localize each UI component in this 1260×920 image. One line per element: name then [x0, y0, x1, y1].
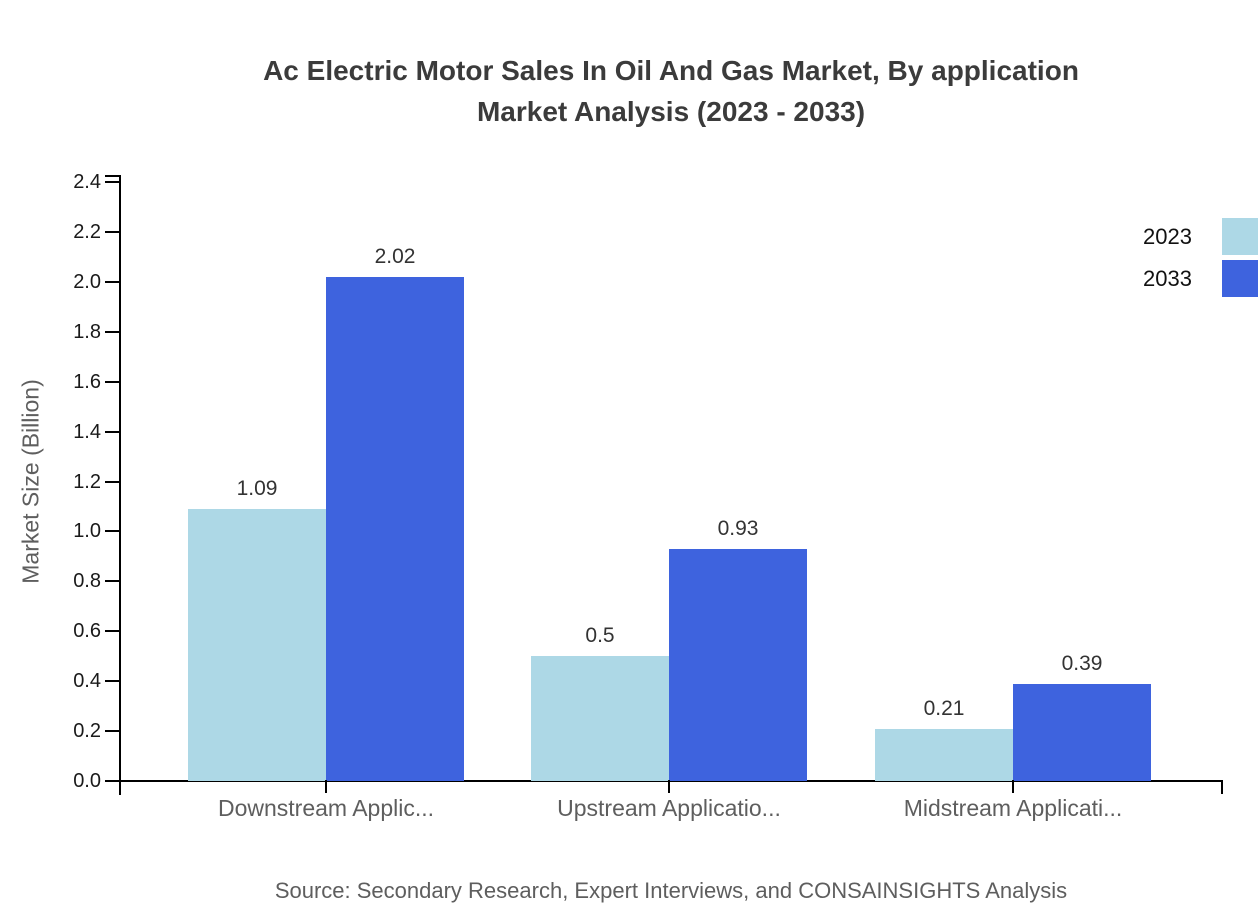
y-tick-label: 1.2 [73, 470, 101, 493]
y-tick [105, 480, 120, 483]
y-tick [105, 230, 120, 233]
y-tick [105, 730, 120, 733]
x-tick [325, 780, 327, 793]
y-tick-label: 0.8 [73, 570, 101, 593]
y-tick-label: 2.2 [73, 220, 101, 243]
y-tick-label: 0.6 [73, 620, 101, 643]
x-axis-line [119, 780, 1223, 782]
bar-2033-2 [1013, 683, 1151, 781]
x-axis-end-cap [1221, 780, 1223, 794]
y-tick-label: 1.8 [73, 320, 101, 343]
chart-title: Ac Electric Motor Sales In Oil And Gas M… [120, 50, 1222, 132]
legend-label-2033: 2033 [1143, 265, 1192, 291]
y-tick-label: 0.2 [73, 720, 101, 743]
y-tick [105, 530, 120, 533]
y-tick [105, 330, 120, 333]
source-note: Source: Secondary Research, Expert Inter… [274, 878, 1068, 903]
x-tick [1012, 780, 1014, 793]
bar-value-label: 0.21 [923, 696, 965, 720]
y-tick [105, 580, 120, 583]
legend: 2023 2033 [1143, 218, 1258, 302]
x-category-label: Upstream Applicatio... [557, 795, 781, 821]
y-tick-label: 1.0 [73, 520, 101, 543]
bar-value-label: 1.09 [236, 476, 278, 500]
y-axis-line [119, 175, 121, 795]
y-tick-label: 0.0 [73, 770, 101, 792]
y-tick [105, 680, 120, 683]
y-tick-label: 2.4 [73, 171, 101, 193]
y-tick [105, 380, 120, 383]
y-axis-end-cap [105, 175, 120, 177]
y-tick [105, 280, 120, 283]
bar-2033-0 [326, 276, 464, 781]
y-tick [105, 630, 120, 633]
bar-value-label: 0.5 [585, 624, 615, 648]
x-category-label: Midstream Applicati... [903, 795, 1123, 821]
legend-item-2023: 2023 [1143, 218, 1258, 255]
chart-title-line1: Ac Electric Motor Sales In Oil And Gas M… [263, 55, 1079, 86]
bar-2033-1 [669, 548, 807, 781]
bar-value-label: 2.02 [374, 244, 416, 268]
x-category-label: Downstream Applic... [217, 795, 435, 821]
y-tick [105, 780, 120, 782]
y-tick [105, 430, 120, 433]
x-tick [668, 780, 670, 793]
legend-swatch-2033-icon [1222, 260, 1258, 297]
bar-value-label: 0.39 [1061, 651, 1103, 675]
y-tick-label: 1.6 [73, 370, 101, 393]
y-tick-label: 2.0 [73, 270, 101, 293]
bar-2023-0 [188, 508, 326, 781]
y-tick-label: 1.4 [73, 420, 101, 443]
chart-title-line2: Market Analysis (2023 - 2033) [476, 96, 866, 127]
y-tick [105, 181, 120, 183]
legend-swatch-2023-icon [1222, 218, 1258, 255]
legend-item-2033: 2033 [1143, 260, 1258, 297]
bar-value-label: 0.93 [717, 516, 759, 540]
y-tick-label: 0.4 [73, 670, 101, 693]
bar-2023-2 [875, 728, 1013, 781]
bar-2023-1 [531, 656, 669, 781]
legend-label-2023: 2023 [1143, 223, 1192, 249]
